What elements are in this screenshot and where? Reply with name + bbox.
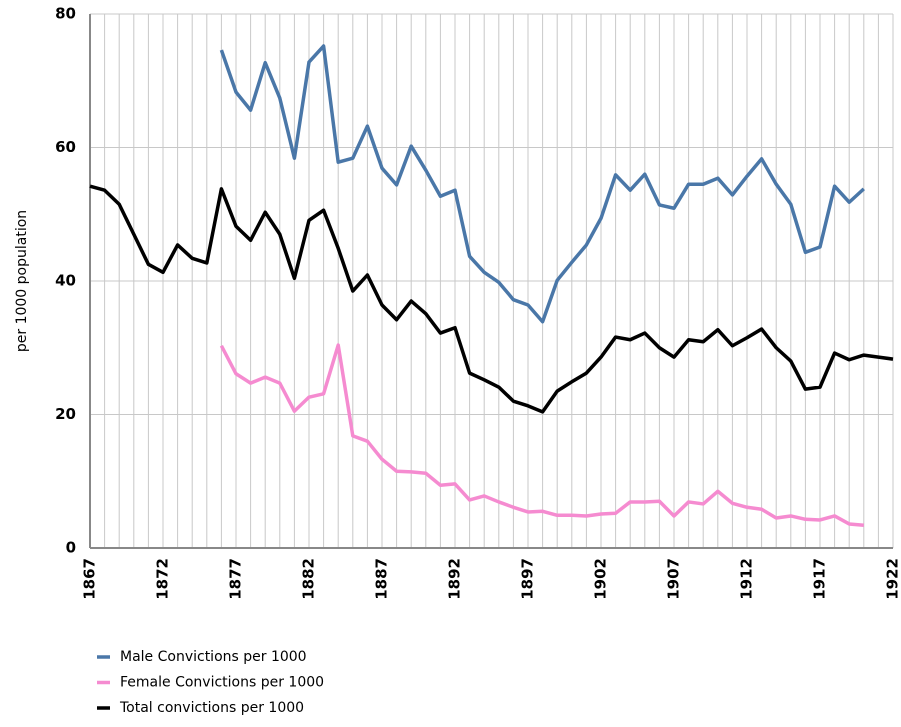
- x-tick-label: 1902: [592, 558, 610, 600]
- x-tick-label: 1877: [227, 558, 245, 600]
- x-tick-label: 1892: [446, 558, 464, 600]
- legend-label: Total convictions per 1000: [119, 700, 304, 716]
- y-tick-label: 20: [55, 405, 76, 423]
- y-tick-label: 80: [55, 5, 76, 23]
- x-tick-label: 1917: [811, 558, 829, 600]
- y-tick-label: 0: [66, 539, 76, 557]
- x-tick-label: 1887: [373, 558, 391, 600]
- legend-label: Male Convictions per 1000: [120, 649, 307, 665]
- x-tick-label: 1867: [81, 558, 99, 600]
- x-tick-label: 1907: [665, 558, 683, 600]
- y-axis-label: per 1000 population: [14, 210, 30, 352]
- x-tick-label: 1872: [154, 558, 172, 600]
- x-tick-label: 1897: [519, 558, 537, 600]
- y-tick-label: 60: [55, 138, 76, 156]
- x-tick-label: 1912: [738, 558, 756, 600]
- x-tick-label: 1882: [300, 558, 318, 600]
- y-tick-label: 40: [55, 272, 76, 290]
- series-line: [90, 186, 893, 412]
- x-tick-label: 1922: [884, 558, 901, 600]
- legend-label: Female Convictions per 1000: [120, 675, 324, 691]
